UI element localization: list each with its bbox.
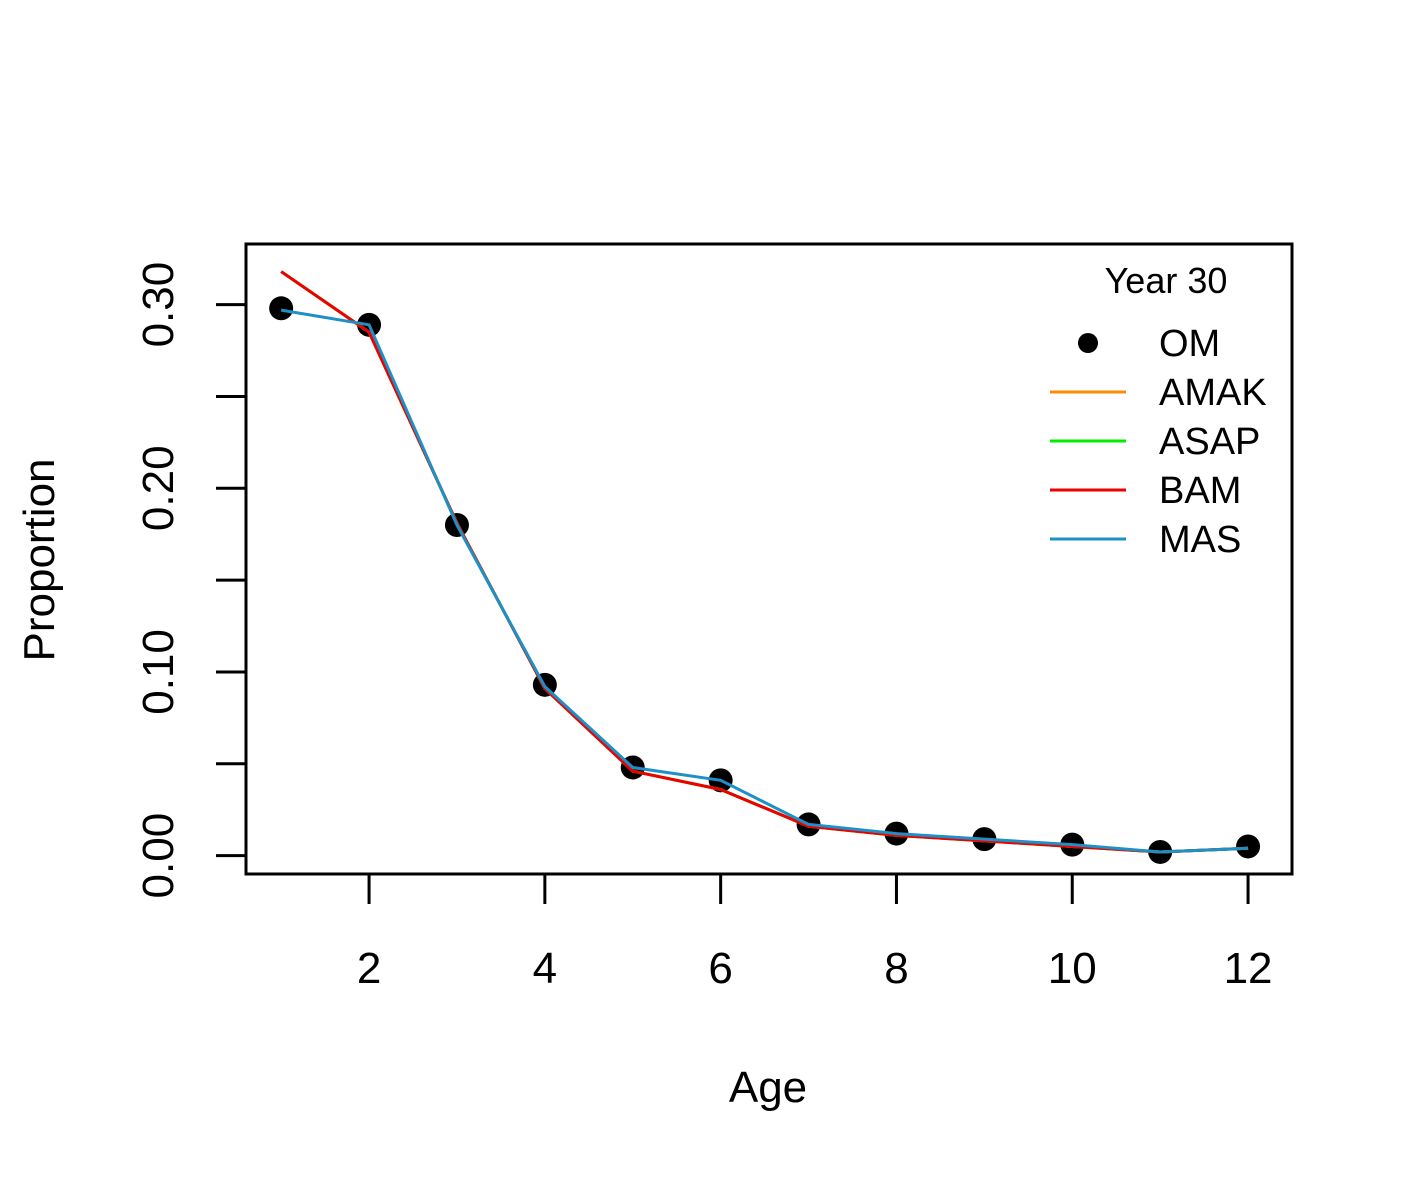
series-line-amak: [280, 270, 1249, 854]
series-line-asap: [280, 270, 1249, 854]
y-tick-label: 0.20: [134, 445, 183, 531]
legend: Year 30 OM AMAK ASAP BAM MAS: [1050, 260, 1267, 561]
data-point-om: [269, 296, 294, 321]
x-tick-label: 2: [357, 944, 381, 993]
legend-title: Year 30: [1105, 260, 1228, 301]
x-tick-label: 4: [533, 944, 557, 993]
series-line-mas: [280, 308, 1249, 854]
y-axis-title: Proportion: [15, 458, 64, 661]
x-tick-label: 10: [1048, 944, 1097, 993]
y-tick-label: 0.00: [134, 813, 183, 899]
legend-marker-om: [1078, 333, 1098, 353]
x-tick-label: 6: [708, 944, 732, 993]
legend-label-mas: MAS: [1159, 519, 1241, 561]
x-axis-title: Age: [729, 1063, 807, 1112]
x-tick-label: 8: [884, 944, 908, 993]
x-axis: 2 4 6 8 10 12: [357, 874, 1273, 993]
y-tick-label: 0.30: [134, 262, 183, 348]
y-axis: 0.00 0.10 0.20 0.30: [134, 262, 246, 899]
legend-label-asap: ASAP: [1159, 421, 1260, 463]
x-tick-label: 12: [1224, 944, 1273, 993]
legend-label-bam: BAM: [1159, 470, 1241, 512]
series-lines: [280, 270, 1249, 854]
data-point-om: [1236, 834, 1261, 859]
series-line-bam: [280, 270, 1249, 854]
series-points: [269, 296, 1261, 864]
legend-label-om: OM: [1159, 323, 1220, 365]
legend-label-amak: AMAK: [1159, 372, 1267, 414]
plot-frame: [244, 242, 1294, 876]
y-tick-label: 0.10: [134, 629, 183, 715]
